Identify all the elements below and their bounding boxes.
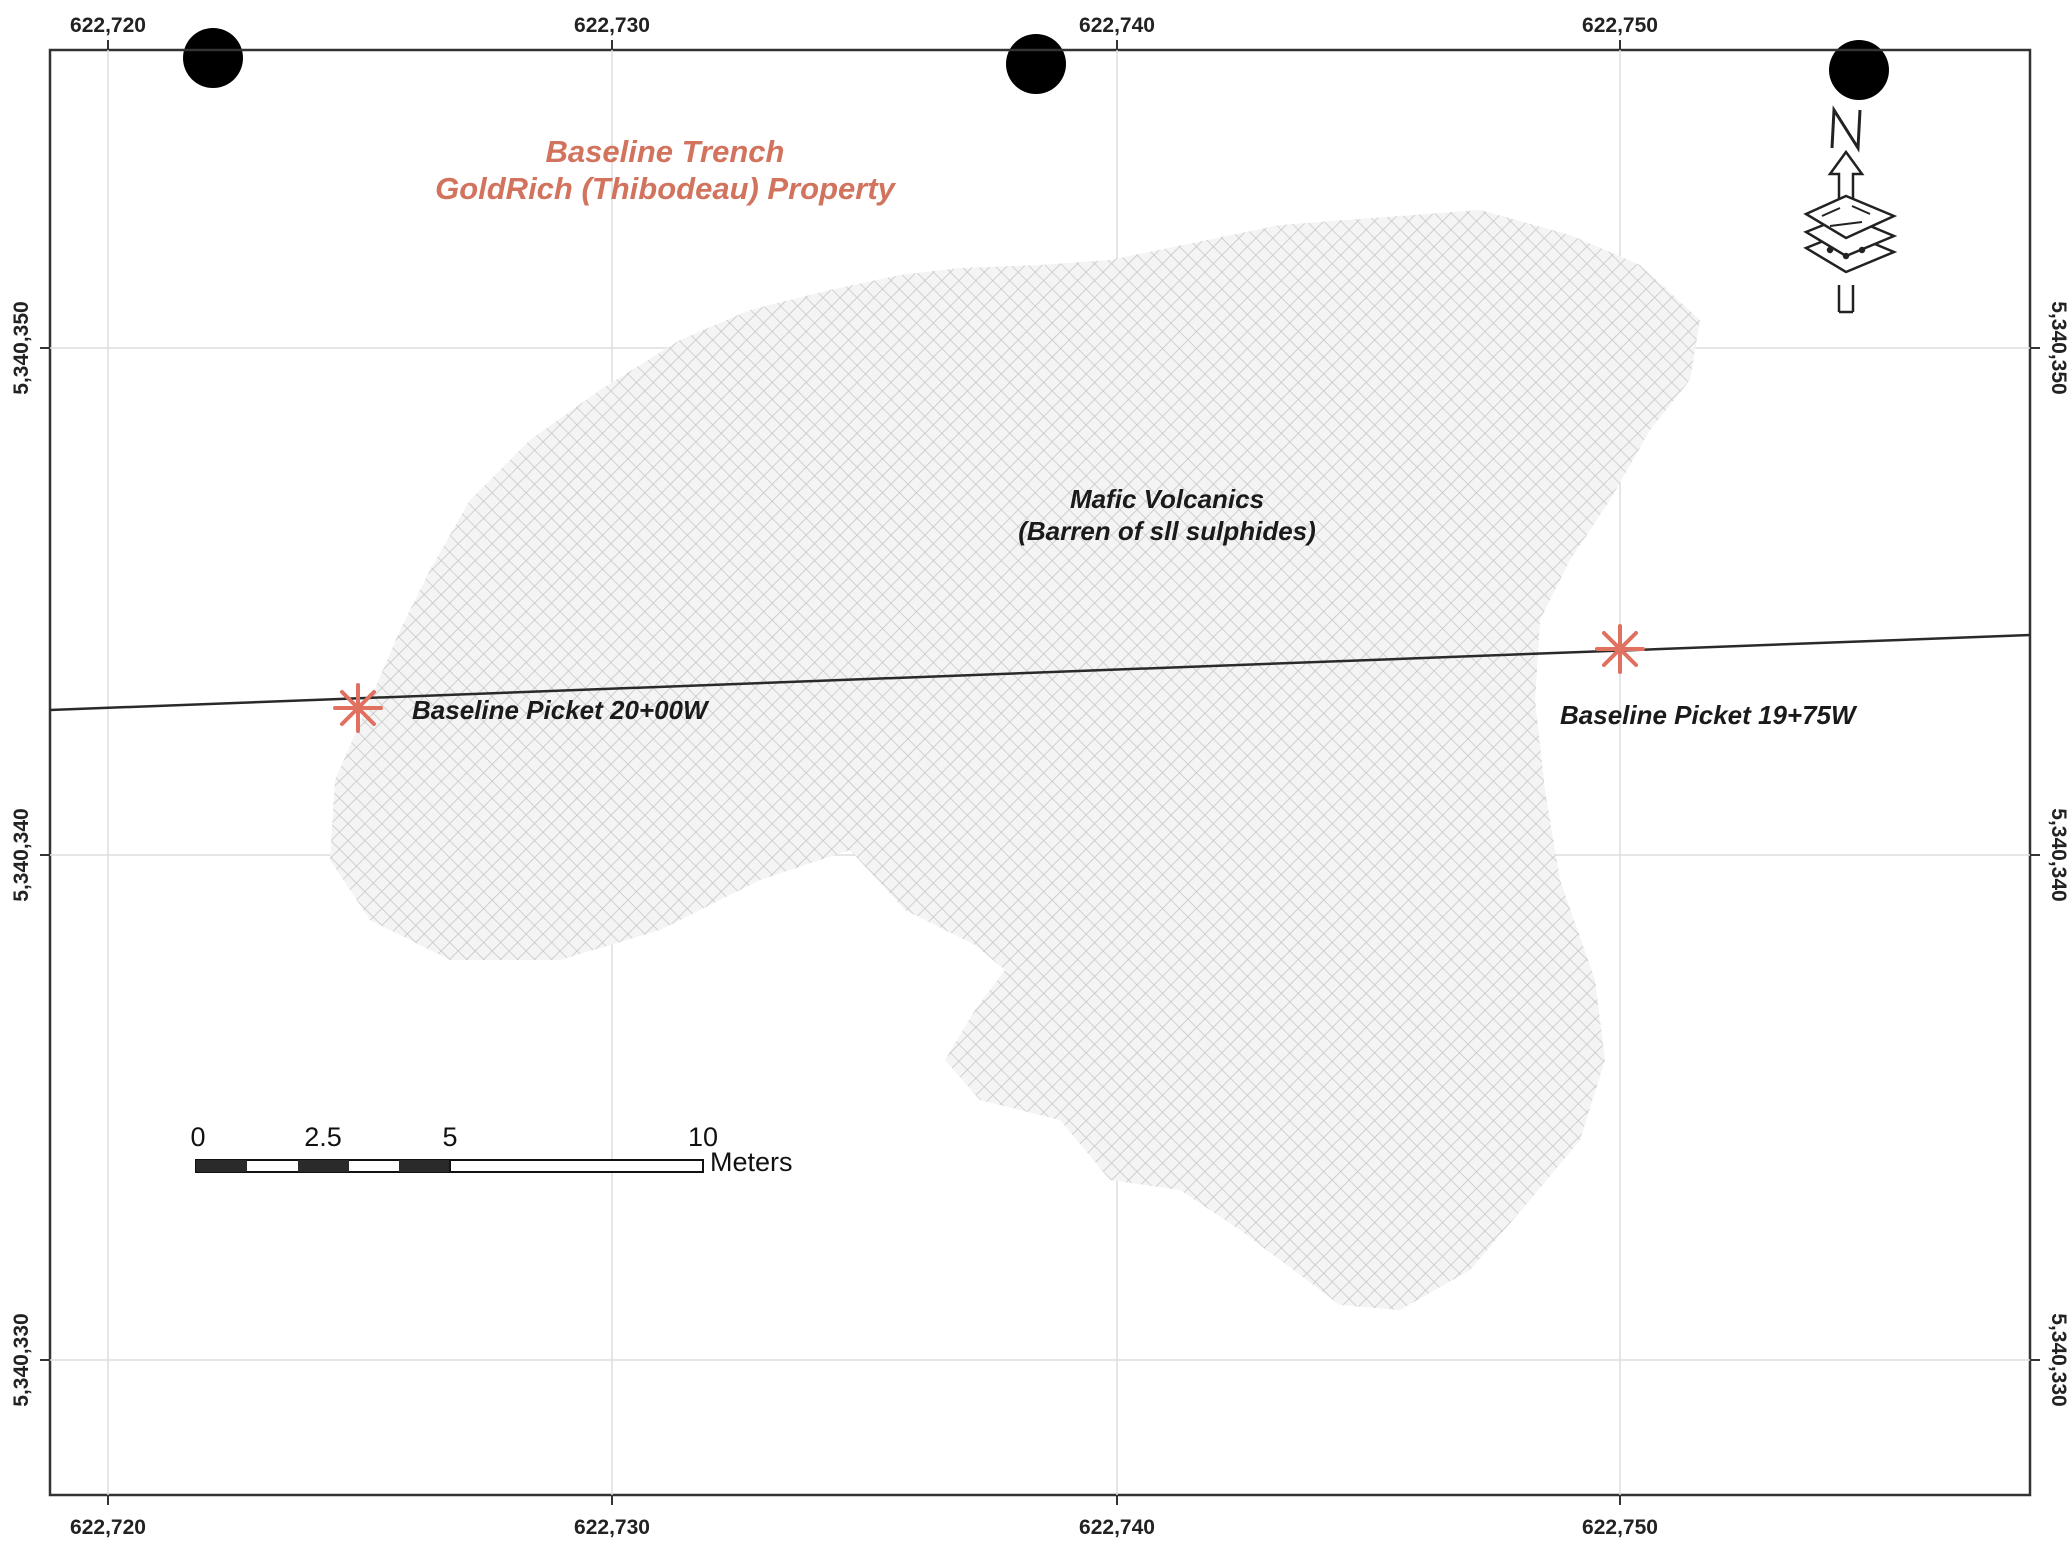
y-tick-label-left: 5,340,350 (10, 301, 33, 394)
scale-label-2-5: 2.5 (304, 1122, 342, 1152)
scale-bar: 0 2.5 5 10 Meters (190, 1122, 792, 1177)
x-tick-label-top: 622,740 (1079, 14, 1155, 37)
map-title-line2: GoldRich (Thibodeau) Property (435, 171, 897, 206)
north-arrow-icon (1827, 105, 1865, 314)
y-tick-label-right: 5,340,340 (2047, 808, 2070, 901)
asterisk-picket-icon (333, 683, 383, 733)
binder-hole-icon (1829, 40, 1889, 100)
map-frame (48, 48, 2032, 1497)
asterisk-picket-icon (1595, 624, 1645, 674)
y-tick-label-left: 5,340,330 (10, 1313, 33, 1406)
scale-unit: Meters (710, 1147, 793, 1177)
picket-label-19-75w: Baseline Picket 19+75W (1560, 700, 1858, 730)
x-tick-label-top: 622,750 (1582, 14, 1658, 37)
binder-hole-icon (1006, 34, 1066, 94)
y-tick-label-right: 5,340,350 (2047, 301, 2070, 394)
map-layers-icon (1803, 194, 1898, 274)
geology-unit-note: (Barren of sll sulphides) (1018, 516, 1316, 546)
geology-unit-name: Mafic Volcanics (1070, 484, 1264, 514)
x-tick-label-bottom: 622,720 (70, 1516, 146, 1539)
x-tick-label-bottom: 622,750 (1582, 1516, 1658, 1539)
y-tick-label-left: 5,340,340 (10, 808, 33, 901)
tick-marks (40, 40, 2040, 1505)
picket-label-20-00w: Baseline Picket 20+00W (412, 695, 710, 725)
map-title-line1: Baseline Trench (546, 134, 785, 169)
x-tick-label-bottom: 622,740 (1079, 1516, 1155, 1539)
baseline (49, 633, 2031, 712)
scale-label-5: 5 (442, 1122, 457, 1152)
x-tick-label-top: 622,720 (70, 14, 146, 37)
x-tick-label-top: 622,730 (574, 14, 650, 37)
scale-label-0: 0 (190, 1122, 205, 1152)
y-tick-label-right: 5,340,330 (2047, 1313, 2070, 1406)
scale-label-10: 10 (688, 1122, 718, 1152)
x-tick-label-bottom: 622,730 (574, 1516, 650, 1539)
mafic-volcanics-polygon (330, 210, 1700, 1310)
binder-hole-icon (183, 28, 243, 88)
